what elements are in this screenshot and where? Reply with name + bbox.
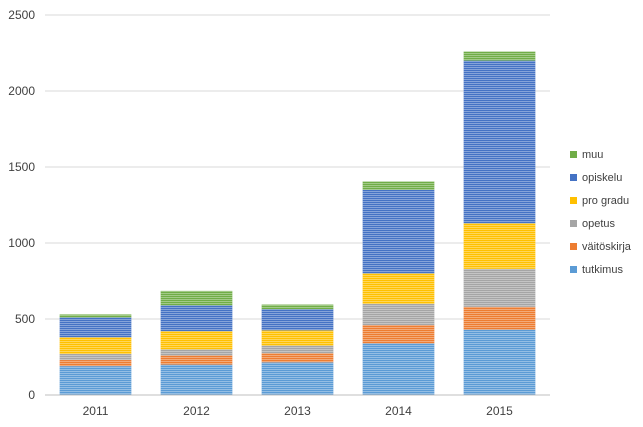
legend-swatch: [570, 174, 577, 181]
legend-label: muu: [582, 149, 603, 161]
y-tick-label: 500: [15, 312, 35, 326]
axes: 0 500 1000 1500 2000 2500 2011 2012 2013 2014 2015: [8, 8, 550, 418]
bars: [59, 51, 536, 395]
legend-swatch: [570, 197, 577, 204]
y-tick-label: 2000: [8, 84, 35, 98]
bar-segment-texture: [59, 353, 132, 361]
bar-segment-texture: [160, 364, 233, 395]
legend-label: opetus: [582, 218, 616, 230]
x-tick-label: 2015: [486, 404, 513, 418]
bar-segment-texture: [362, 343, 435, 395]
legend: muu opiskelu pro gradu opetus väitöskirja tut…: [570, 149, 632, 276]
y-tick-label: 1000: [8, 236, 35, 250]
x-tick-label: 2011: [83, 404, 109, 418]
legend-label: opiskelu: [582, 172, 622, 184]
legend-label: väitöskirja: [582, 241, 632, 253]
bar-segment-texture: [261, 304, 334, 310]
y-tick-label: 1500: [8, 160, 35, 174]
bar-segment-texture: [463, 306, 536, 330]
bar-segment-texture: [160, 290, 233, 306]
bar-segment-texture: [59, 360, 132, 367]
bar-segment-texture: [59, 314, 132, 318]
bar-segment-texture: [362, 181, 435, 190]
bar-segment-texture: [463, 223, 536, 269]
legend-swatch: [570, 220, 577, 227]
legend-swatch: [570, 266, 577, 273]
bar-segment-texture: [463, 51, 536, 61]
y-tick-label: 0: [28, 388, 35, 402]
y-tick-label: 2500: [8, 8, 35, 22]
bar-segment-texture: [261, 362, 334, 395]
bar-segment-texture: [463, 60, 536, 224]
bar-segment-texture: [160, 355, 233, 365]
legend-swatch: [570, 243, 577, 250]
bar-segment-texture: [59, 366, 132, 395]
bar-segment-texture: [160, 331, 233, 350]
bar-segment-texture: [160, 305, 233, 332]
bar-segment-texture: [362, 189, 435, 274]
bar-segment-texture: [362, 325, 435, 344]
bar-segment-texture: [59, 317, 132, 338]
bar-segment-texture: [261, 309, 334, 331]
legend-label: tutkimus: [582, 264, 623, 276]
bar-segment-texture: [362, 273, 435, 304]
bar-segment-texture: [463, 329, 536, 395]
bar-segment-texture: [463, 268, 536, 307]
legend-label: pro gradu: [582, 195, 629, 207]
bar-segment-texture: [261, 330, 334, 346]
bar-segment-texture: [59, 337, 132, 354]
x-tick-label: 2014: [385, 404, 412, 418]
bar-segment-texture: [261, 353, 334, 363]
bar-segment-texture: [261, 345, 334, 354]
x-tick-label: 2013: [284, 404, 311, 418]
bar-segment-texture: [160, 349, 233, 356]
bar-segment-texture: [362, 303, 435, 326]
x-tick-label: 2012: [183, 404, 210, 418]
legend-swatch: [570, 151, 577, 158]
